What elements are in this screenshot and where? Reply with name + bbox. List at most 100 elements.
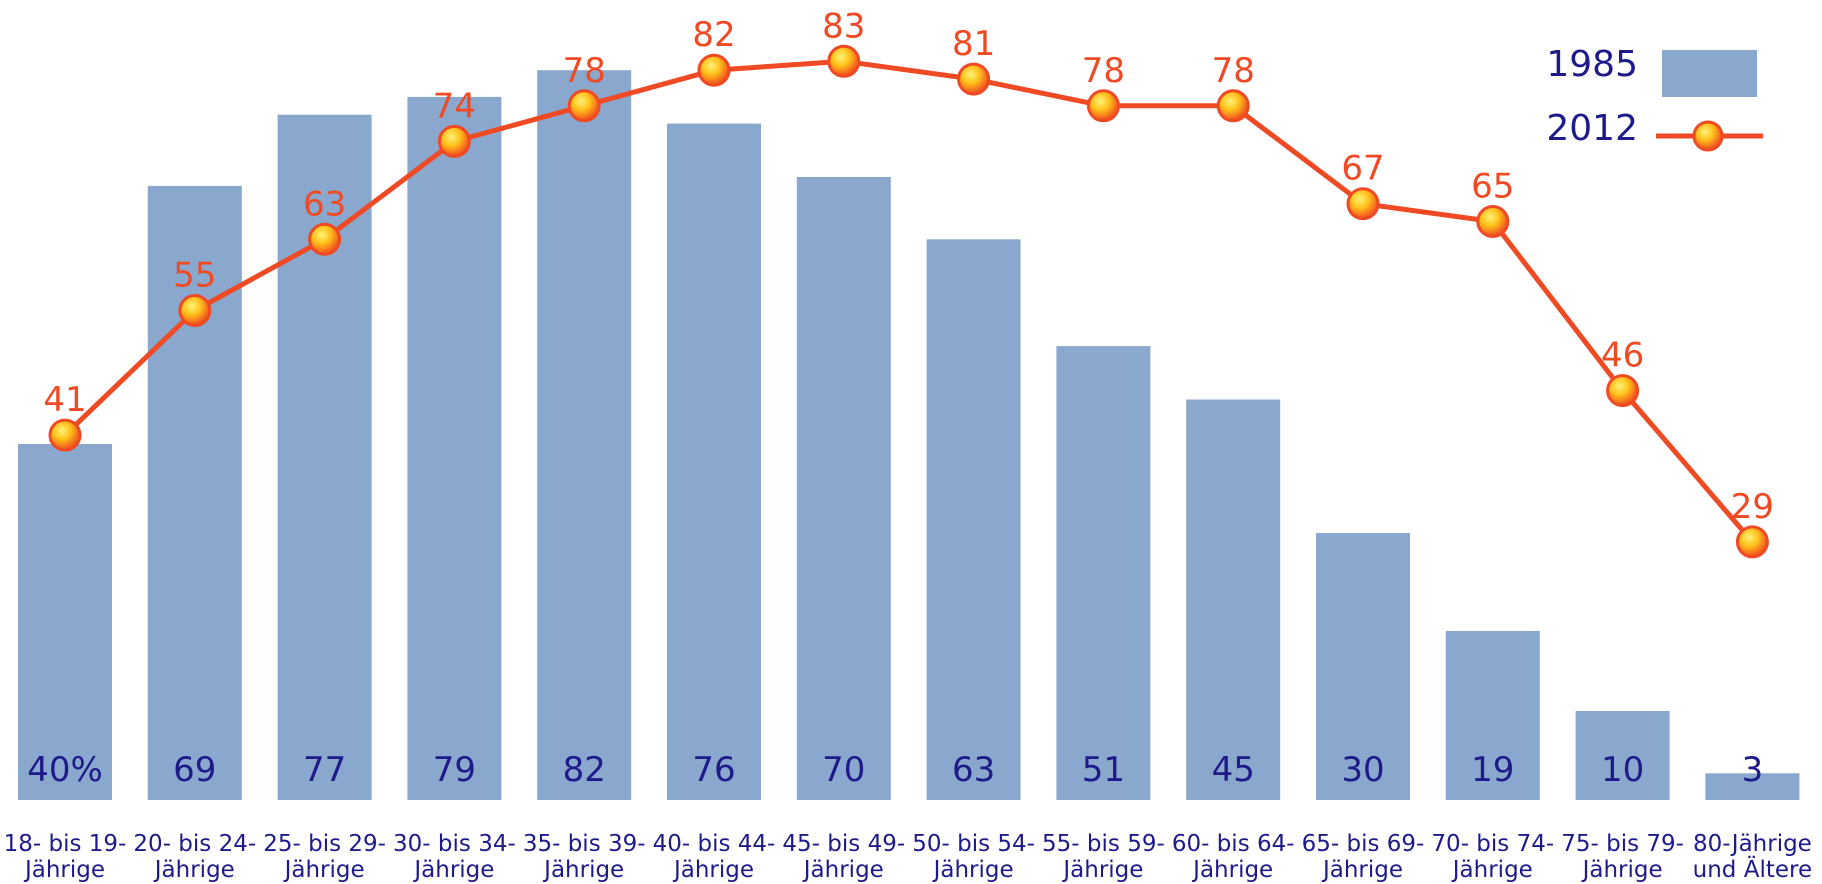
x-tick-line-2-0: 25- bis 29- xyxy=(263,831,386,857)
x-tick-label-2: 25- bis 29-Jährige xyxy=(263,831,386,883)
x-tick-line-3-0: 30- bis 34- xyxy=(393,831,516,857)
x-tick-line-6-0: 45- bis 49- xyxy=(782,831,905,857)
line-value-label-5: 82 xyxy=(692,15,735,55)
bar-value-label-7: 63 xyxy=(952,750,995,790)
line-value-label-13: 29 xyxy=(1731,487,1774,527)
bar-value-label-5: 76 xyxy=(692,750,735,790)
legend: 1985 2012 xyxy=(1546,44,1763,152)
legend-swatch-1985 xyxy=(1662,50,1757,97)
x-tick-line-6-1: Jährige xyxy=(802,857,884,883)
x-tick-line-8-1: Jährige xyxy=(1061,857,1143,883)
x-tick-label-12: 75- bis 79-Jährige xyxy=(1561,831,1684,883)
line-2012 xyxy=(48,44,1769,559)
x-tick-label-0: 18- bis 19-Jährige xyxy=(4,831,127,883)
line-value-label-10: 67 xyxy=(1341,149,1384,189)
line-marker-8 xyxy=(1086,89,1120,123)
bar-1985-11 xyxy=(1445,630,1540,800)
x-tick-line-10-1: Jährige xyxy=(1321,857,1403,883)
x-tick-line-13-1: und Ältere xyxy=(1693,855,1812,883)
x-tick-label-6: 45- bis 49-Jährige xyxy=(782,831,905,883)
x-tick-line-12-1: Jährige xyxy=(1581,857,1663,883)
bar-1985-10 xyxy=(1316,533,1410,800)
x-tick-line-1-1: Jährige xyxy=(153,857,235,883)
line-marker-10 xyxy=(1346,187,1380,221)
x-tick-line-12-0: 75- bis 79- xyxy=(1561,831,1684,857)
line-marker-9 xyxy=(1216,89,1250,123)
line-marker-5 xyxy=(697,53,731,87)
line-path-2012 xyxy=(63,58,1755,544)
line-value-label-2: 63 xyxy=(303,184,346,224)
x-tick-line-9-1: Jährige xyxy=(1191,857,1273,883)
x-tick-label-13: 80-Jährige und Ältere xyxy=(1693,831,1812,883)
bar-1985-1 xyxy=(147,185,242,800)
x-tick-label-1: 20- bis 24-Jährige xyxy=(133,831,256,883)
bar-1985-4 xyxy=(537,70,632,800)
line-marker-0 xyxy=(48,418,82,452)
bar-value-label-8: 51 xyxy=(1082,750,1125,790)
bar-value-label-12: 10 xyxy=(1601,750,1644,790)
x-tick-label-9: 60- bis 64-Jährige xyxy=(1172,831,1295,883)
legend-label-2012: 2012 xyxy=(1546,108,1638,149)
x-tick-line-5-0: 40- bis 44- xyxy=(653,831,776,857)
line-marker-1 xyxy=(178,294,212,327)
line-value-label-3: 74 xyxy=(433,86,476,126)
bars-1985 xyxy=(18,70,1800,801)
x-tick-line-0-0: 18- bis 19- xyxy=(4,831,127,857)
x-tick-line-1-0: 20- bis 24- xyxy=(133,831,256,857)
bar-value-label-4: 82 xyxy=(563,750,606,790)
line-value-label-4: 78 xyxy=(563,51,606,91)
legend-label-1985: 1985 xyxy=(1546,44,1638,85)
bar-value-label-6: 70 xyxy=(822,750,865,790)
data-labels: 40% 69 77 79 82 76 70 63 51 45 30 19 10 3 41 55 63 74 78 82… xyxy=(27,6,1774,790)
x-tick-label-5: 40- bis 44-Jährige xyxy=(653,831,776,883)
bar-value-label-0: 40% xyxy=(27,750,103,790)
line-value-label-9: 78 xyxy=(1212,51,1255,91)
bar-1985-8 xyxy=(1056,346,1151,800)
bar-value-label-9: 45 xyxy=(1212,750,1255,790)
x-tick-label-10: 65- bis 69-Jährige xyxy=(1302,831,1425,883)
x-tick-line-2-1: Jährige xyxy=(283,857,365,883)
x-tick-line-0-1: Jährige xyxy=(23,857,105,883)
bar-value-label-3: 79 xyxy=(433,750,476,790)
bar-value-label-11: 19 xyxy=(1471,750,1514,790)
line-marker-12 xyxy=(1606,374,1640,408)
x-tick-line-9-0: 60- bis 64- xyxy=(1172,831,1295,857)
bar-1985-12 xyxy=(1575,711,1670,800)
line-marker-3 xyxy=(437,124,471,158)
x-tick-label-4: 35- bis 39-Jährige xyxy=(523,831,646,883)
line-marker-7 xyxy=(957,62,991,96)
bar-1985-3 xyxy=(407,96,502,800)
legend-marker-2012 xyxy=(1692,120,1724,152)
x-tick-line-4-1: Jährige xyxy=(542,857,624,883)
x-tick-line-5-1: Jährige xyxy=(672,857,754,883)
bar-1985-13 xyxy=(1705,773,1800,800)
bar-1985-5 xyxy=(667,123,761,801)
line-marker-6 xyxy=(827,44,861,78)
line-marker-2 xyxy=(308,222,342,256)
x-tick-line-4-0: 35- bis 39- xyxy=(523,831,646,857)
line-value-label-11: 65 xyxy=(1471,167,1514,207)
bar-value-label-2: 77 xyxy=(303,750,346,790)
bar-value-label-13: 3 xyxy=(1742,750,1764,790)
line-value-label-12: 46 xyxy=(1601,336,1644,376)
line-value-label-7: 81 xyxy=(952,24,995,64)
bar-value-label-10: 30 xyxy=(1341,750,1384,790)
x-tick-line-3-1: Jährige xyxy=(412,857,494,883)
x-tick-line-7-1: Jährige xyxy=(932,857,1014,883)
bar-1985-6 xyxy=(796,177,891,800)
x-tick-label-3: 30- bis 34-Jährige xyxy=(393,831,516,883)
bar-1985-0 xyxy=(18,444,112,800)
line-marker-13 xyxy=(1735,525,1769,559)
bar-value-label-1: 69 xyxy=(173,750,216,790)
bar-1985-9 xyxy=(1186,399,1281,800)
bar-1985-7 xyxy=(926,239,1021,801)
x-tick-line-11-0: 70- bis 74- xyxy=(1431,831,1554,857)
x-tick-line-13-0: 80-Jährige xyxy=(1693,831,1812,857)
line-value-label-1: 55 xyxy=(173,256,216,296)
x-tick-line-11-1: Jährige xyxy=(1451,857,1533,883)
x-tick-line-7-0: 50- bis 54- xyxy=(912,831,1035,857)
line-marker-4 xyxy=(567,89,601,123)
line-value-label-0: 41 xyxy=(43,380,86,420)
